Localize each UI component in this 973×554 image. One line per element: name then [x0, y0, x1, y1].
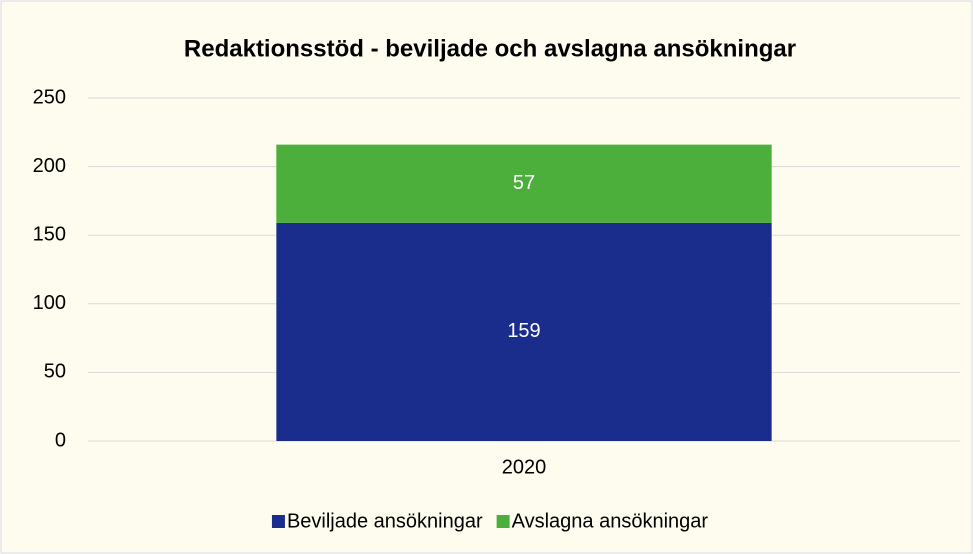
x-tick-label: 2020 [502, 456, 547, 478]
chart-title: Redaktionsstöd - beviljade och avslagna … [184, 35, 796, 62]
data-label: 159 [507, 320, 540, 342]
y-tick-label: 250 [33, 86, 66, 108]
legend-label: Beviljade ansökningar [287, 510, 483, 532]
y-tick-label: 150 [33, 223, 66, 245]
y-tick-label: 200 [33, 155, 66, 177]
y-tick-label: 0 [55, 429, 66, 451]
data-label: 57 [513, 172, 535, 194]
bar [276, 144, 772, 223]
y-tick-label: 100 [33, 292, 66, 314]
y-tick-label: 50 [44, 361, 66, 383]
bar [276, 222, 772, 441]
legend-marker [496, 515, 510, 528]
legend-label: Avslagna ansökningar [512, 510, 709, 532]
legend-marker [271, 515, 285, 528]
